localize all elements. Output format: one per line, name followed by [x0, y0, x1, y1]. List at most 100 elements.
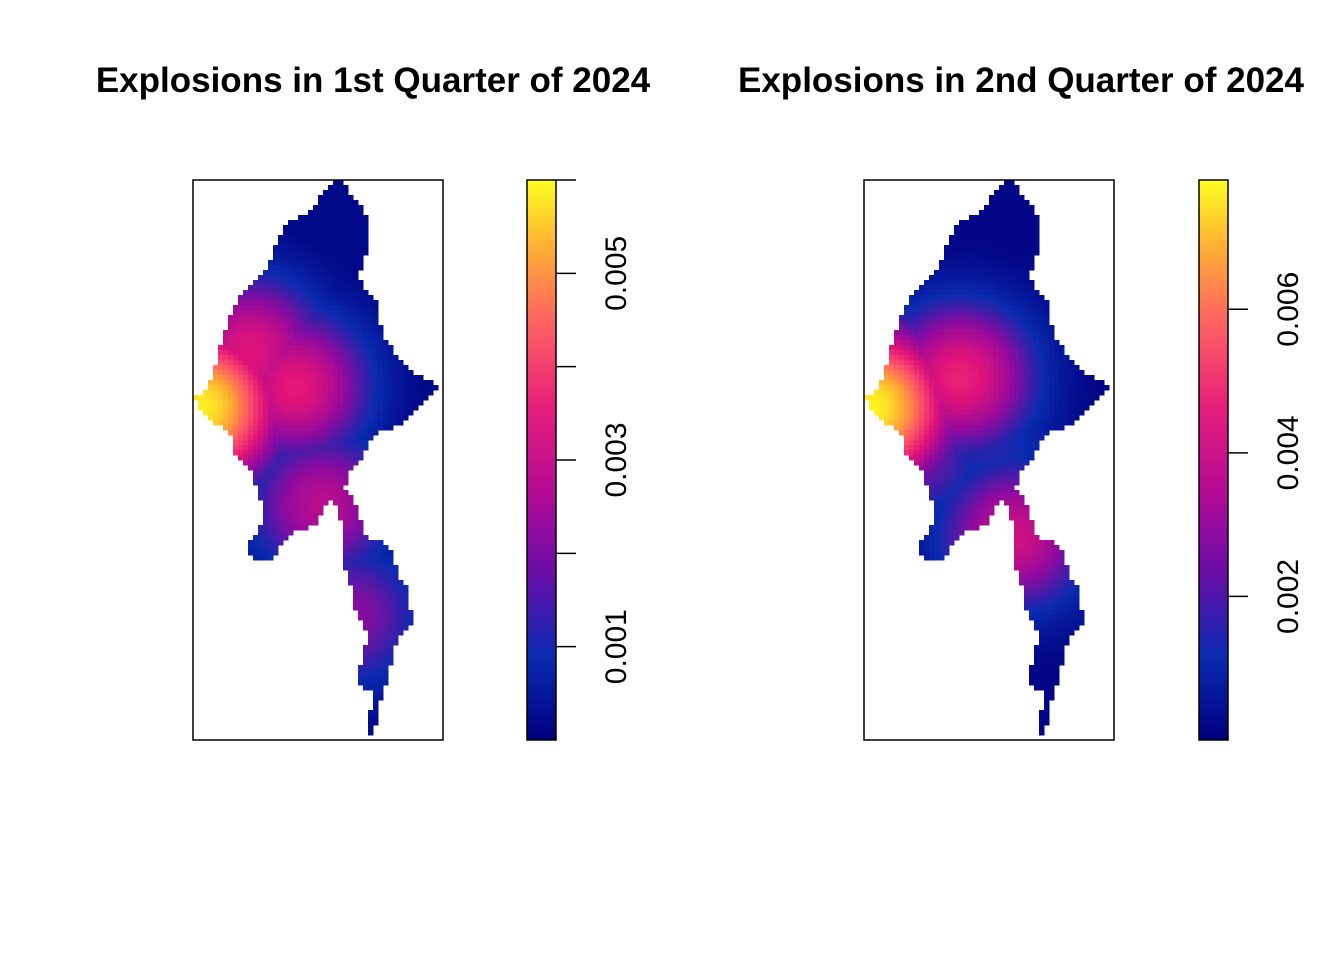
- heatmap-cell: [343, 265, 349, 271]
- heatmap-cell: [298, 515, 304, 521]
- heatmap-cell: [969, 460, 975, 466]
- heatmap-cell: [408, 400, 414, 406]
- heatmap-cell: [323, 370, 329, 376]
- heatmap-cell: [1004, 430, 1010, 436]
- heatmap-cell: [964, 225, 970, 231]
- heatmap-cell: [388, 600, 394, 606]
- heatmap-cell: [944, 295, 950, 301]
- heatmap-cell: [924, 455, 930, 461]
- heatmap-cell: [1059, 660, 1065, 666]
- heatmap-cell: [1029, 355, 1035, 361]
- heatmap-cell: [1039, 655, 1045, 661]
- heatmap-cell: [278, 465, 284, 471]
- heatmap-cell: [348, 415, 354, 421]
- heatmap-cell: [1064, 575, 1070, 581]
- heatmap-cell: [884, 370, 890, 376]
- heatmap-cell: [1009, 490, 1015, 496]
- heatmap-cell: [1044, 300, 1050, 306]
- heatmap-cell: [213, 395, 219, 401]
- heatmap-cell: [273, 275, 279, 281]
- heatmap-cell: [1039, 575, 1045, 581]
- heatmap-cell: [288, 370, 294, 376]
- heatmap-cell: [994, 490, 1000, 496]
- heatmap-cell: [899, 330, 905, 336]
- heatmap-cell: [328, 380, 334, 386]
- heatmap-cell: [343, 475, 349, 481]
- heatmap-cell: [228, 345, 234, 351]
- heatmap-cell: [934, 365, 940, 371]
- heatmap-cell: [1039, 375, 1045, 381]
- heatmap-cell: [268, 430, 274, 436]
- heatmap-cell: [273, 530, 279, 536]
- heatmap-cell: [979, 365, 985, 371]
- heatmap-cell: [363, 655, 369, 661]
- heatmap-cell: [293, 330, 299, 336]
- heatmap-cell: [283, 530, 289, 536]
- heatmap-cell: [243, 390, 249, 396]
- heatmap-cell: [273, 540, 279, 546]
- heatmap-cell: [964, 330, 970, 336]
- heatmap-cell: [1024, 405, 1030, 411]
- heatmap-cell: [328, 435, 334, 441]
- heatmap-cell: [1069, 595, 1075, 601]
- heatmap-cell: [333, 340, 339, 346]
- heatmap-cell: [939, 520, 945, 526]
- heatmap-cell: [1014, 310, 1020, 316]
- heatmap-cell: [1009, 275, 1015, 281]
- heatmap-cell: [969, 390, 975, 396]
- heatmap-cell: [373, 655, 379, 661]
- heatmap-cell: [1004, 270, 1010, 276]
- heatmap-cell: [1034, 575, 1040, 581]
- heatmap-cell: [248, 450, 254, 456]
- heatmap-cell: [1019, 235, 1025, 241]
- heatmap-cell: [979, 375, 985, 381]
- heatmap-cell: [974, 460, 980, 466]
- heatmap-cell: [283, 235, 289, 241]
- heatmap-cell: [358, 425, 364, 431]
- heatmap-cell: [984, 325, 990, 331]
- heatmap-cell: [969, 245, 975, 251]
- heatmap-cell: [338, 405, 344, 411]
- heatmap-cell: [989, 505, 995, 511]
- heatmap-cell: [934, 305, 940, 311]
- heatmap-cell: [869, 400, 875, 406]
- heatmap-cell: [343, 500, 349, 506]
- heatmap-cell: [388, 425, 394, 431]
- heatmap-cell: [934, 510, 940, 516]
- colorbar-q2: [1198, 179, 1229, 741]
- heatmap-cell: [1059, 620, 1065, 626]
- heatmap-cell: [358, 260, 364, 266]
- heatmap-cell: [238, 405, 244, 411]
- heatmap-cell: [308, 225, 314, 231]
- heatmap-cell: [248, 375, 254, 381]
- heatmap-cell: [1049, 345, 1055, 351]
- heatmap-cell: [298, 220, 304, 226]
- heatmap-cell: [984, 415, 990, 421]
- heatmap-cell: [293, 350, 299, 356]
- heatmap-cell: [914, 325, 920, 331]
- heatmap-cell: [1004, 215, 1010, 221]
- heatmap-cell: [328, 255, 334, 261]
- heatmap-cell: [1029, 595, 1035, 601]
- heatmap-cell: [253, 380, 259, 386]
- heatmap-cell: [1024, 440, 1030, 446]
- heatmap-cell: [969, 395, 975, 401]
- heatmap-cell: [353, 440, 359, 446]
- heatmap-cell: [258, 535, 264, 541]
- heatmap-cell: [393, 565, 399, 571]
- heatmap-cell: [1014, 450, 1020, 456]
- heatmap-cell: [1039, 630, 1045, 636]
- heatmap-cell: [939, 445, 945, 451]
- heatmap-cell: [909, 435, 915, 441]
- heatmap-cell: [398, 580, 404, 586]
- heatmap-cell: [258, 370, 264, 376]
- heatmap-cell: [944, 265, 950, 271]
- heatmap-cell: [248, 360, 254, 366]
- heatmap-cell: [343, 275, 349, 281]
- heatmap-cell: [1009, 335, 1015, 341]
- heatmap-cell: [1029, 665, 1035, 671]
- heatmap-cell: [1074, 615, 1080, 621]
- heatmap-cell: [253, 370, 259, 376]
- heatmap-cell: [278, 470, 284, 476]
- heatmap-cell: [388, 370, 394, 376]
